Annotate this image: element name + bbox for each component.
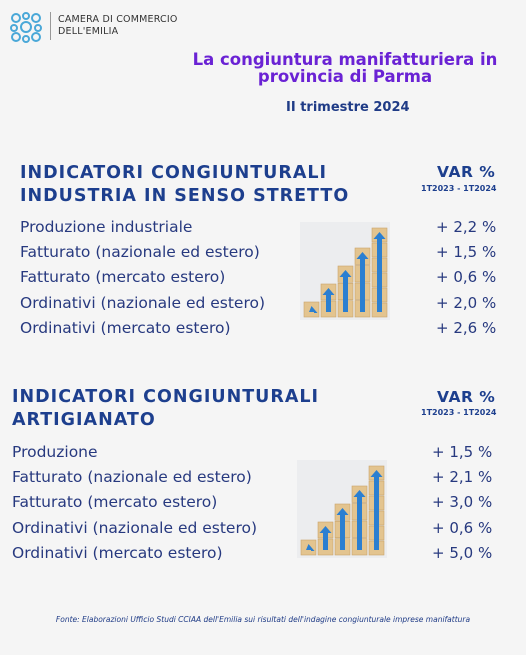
indicator-label: Fatturato (mercato estero) xyxy=(12,493,218,512)
indicator-value: + 0,6 % xyxy=(436,268,497,287)
indicator-label: Ordinativi (nazionale ed estero) xyxy=(20,293,266,312)
subtitle: II trimestre 2024 xyxy=(286,100,410,115)
logo-divider xyxy=(50,12,51,40)
indicator-label: Ordinativi (mercato estero) xyxy=(20,318,231,337)
indicator-label: Ordinativi (mercato estero) xyxy=(12,543,223,562)
title: La congiuntura manifatturiera in xyxy=(192,50,498,69)
var-header: VAR % xyxy=(437,388,496,406)
indicator-label: Fatturato (nazionale ed estero) xyxy=(20,243,260,262)
section-heading: ARTIGIANATO xyxy=(12,410,156,430)
indicator-label: Produzione xyxy=(12,443,98,461)
blocks-image xyxy=(297,460,387,558)
section-heading: INDICATORI CONGIUNTURALI xyxy=(12,387,320,407)
indicator-value: + 2,1 % xyxy=(432,468,493,487)
footer: Fonte: Elaborazioni Ufficio Studi CCIAA … xyxy=(55,615,471,624)
indicator-value: + 0,6 % xyxy=(432,518,493,537)
indicator-label: Produzione industriale xyxy=(20,218,193,236)
indicator-label: Fatturato (mercato estero) xyxy=(20,268,226,287)
indicator-value: + 2,0 % xyxy=(436,293,497,312)
indicator-value: + 1,5 % xyxy=(436,243,497,262)
logo-icon xyxy=(10,12,42,43)
indicator-value: + 5,0 % xyxy=(432,543,493,562)
indicator-label: Ordinativi (nazionale ed estero) xyxy=(12,518,258,537)
indicator-label: Fatturato (nazionale ed estero) xyxy=(12,468,252,487)
blocks-image xyxy=(300,222,390,320)
period: 1T2023 - 1T2024 xyxy=(421,184,497,193)
logo-text: DELL'EMILIA xyxy=(58,26,119,37)
indicator-value: + 1,5 % xyxy=(432,443,493,461)
title: provincia di Parma xyxy=(257,67,433,86)
period: 1T2023 - 1T2024 xyxy=(421,408,497,417)
section-heading: INDICATORI CONGIUNTURALI xyxy=(20,163,328,183)
indicator-value: + 2,6 % xyxy=(436,318,497,337)
indicator-value: + 3,0 % xyxy=(432,493,493,512)
var-header: VAR % xyxy=(437,163,496,181)
indicator-value: + 2,2 % xyxy=(436,218,497,236)
logo-text: CAMERA DI COMMERCIO xyxy=(58,14,178,25)
section-heading: INDUSTRIA IN SENSO STRETTO xyxy=(20,186,350,206)
